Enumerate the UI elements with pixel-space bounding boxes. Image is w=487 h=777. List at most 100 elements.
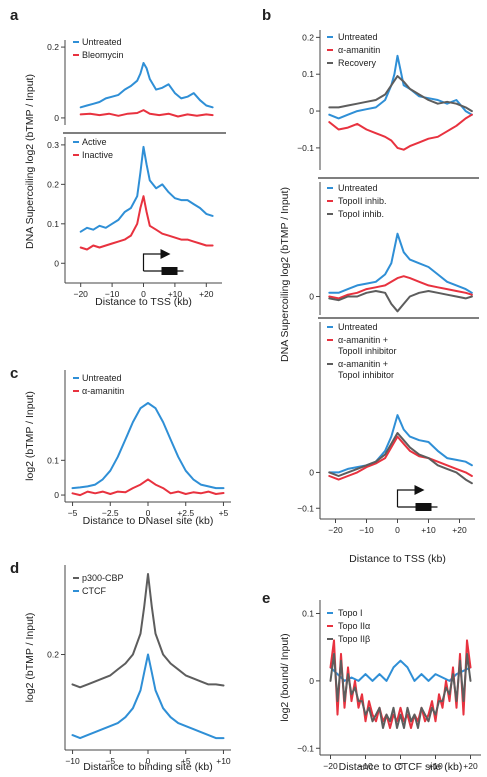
series-line-b-1-0 [328, 232, 473, 294]
x-tick-label-d-0: −10 [65, 756, 80, 766]
x-axis-label-d: Distance to binding site (kb) [83, 761, 213, 773]
legend-label-line-b-2-1: TopoI inhibitor [338, 370, 394, 380]
series-line-a-1-1 [79, 195, 214, 251]
legend-label-b-1-2: TopoI inhib. [338, 209, 384, 219]
y-tick-label-e-0-0: −0.1 [297, 743, 314, 753]
x-tick-label-a-3: +10 [168, 289, 183, 299]
legend-label-line-b-1-1: TopoII inhibitor [338, 346, 397, 356]
tss-arrowhead-icon-b [414, 485, 425, 495]
x-tick-label-e-4: +20 [463, 761, 478, 771]
legend-label-c-0-1: α-amanitin [82, 386, 124, 396]
y-tick-label-b-2-1: 0 [309, 467, 314, 477]
x-tick-label-d-4: +10 [216, 756, 231, 766]
gene-box-b [415, 503, 432, 511]
x-tick-label-e-3: +10 [428, 761, 443, 771]
panel-letter-a: a [10, 7, 19, 24]
legend-label-e-0-2: Topo IIβ [338, 634, 370, 644]
x-axis-label-b: Distance to TSS (kb) [349, 553, 446, 565]
legend-label-d-0-0: p300-CBP [82, 573, 124, 583]
legend-label-e-0-0: Topo I [338, 608, 363, 618]
x-tick-label-c-4: +5 [219, 508, 229, 518]
y-tick-label-a-1-1: 0.1 [47, 219, 59, 229]
legend-label-b-1-0: Untreated [338, 183, 378, 193]
x-tick-label-a-1: −10 [105, 289, 120, 299]
legend-label-b-1-1: TopoII inhib. [338, 196, 387, 206]
legend-label-c-0-0: Untreated [82, 373, 122, 383]
series-line-b-0-2 [328, 75, 473, 113]
series-line-b-2-2 [328, 432, 473, 485]
series-line-a-0-1 [79, 109, 214, 118]
y-tick-label-b-2-0: −0.1 [297, 503, 314, 513]
x-tick-label-c-3: +2.5 [177, 508, 194, 518]
x-tick-label-e-1: −10 [358, 761, 373, 771]
y-axis-label-c: log2 (bTMP / Input) [24, 391, 36, 481]
y-tick-label-a-1-3: 0.3 [47, 140, 59, 150]
series-line-c-0-1 [71, 478, 225, 497]
series-line-b-1-2 [328, 290, 473, 313]
x-tick-label-b-3: +10 [421, 525, 436, 535]
y-axis-label-d: log2 (bTMP / Input) [24, 613, 36, 703]
y-tick-label-c-0-0: 0 [54, 490, 59, 500]
legend-label-b-0-2: Recovery [338, 58, 377, 68]
series-line-d-0-0 [71, 573, 225, 689]
legend-label-b-0-0: Untreated [338, 32, 378, 42]
series-line-a-1-0 [79, 145, 214, 233]
x-axis-label-e: Distance to CTCF site (kb) [339, 761, 463, 773]
x-tick-label-a-2: 0 [141, 289, 146, 299]
series-line-d-0-1 [71, 653, 225, 740]
y-tick-label-a-1-0: 0 [54, 258, 59, 268]
panel-letter-d: d [10, 560, 19, 577]
y-tick-label-b-0-1: 0 [309, 106, 314, 116]
y-tick-label-c-0-1: 0.1 [47, 455, 59, 465]
y-tick-label-e-0-1: 0 [309, 676, 314, 686]
tss-arrow-a [142, 253, 164, 271]
series-line-b-1-1 [328, 275, 473, 300]
series-line-b-0-1 [328, 113, 473, 151]
y-tick-label-d-0-0: 0.2 [47, 650, 59, 660]
x-tick-label-c-1: −2.5 [102, 508, 119, 518]
legend-label-a-1-1: Inactive [82, 150, 113, 160]
panel-letter-b: b [262, 7, 271, 24]
legend-label-line-b-1-0: α-amanitin + [338, 335, 388, 345]
legend-label-b-0-1: α-amanitin [338, 45, 380, 55]
y-tick-label-a-0-1: 0.2 [47, 42, 59, 52]
y-axis-label-a: DNA Supercoiling log2 (bTMP / Input) [24, 74, 36, 249]
x-tick-label-a-4: +20 [199, 289, 214, 299]
x-tick-label-d-1: −5 [105, 756, 115, 766]
x-tick-label-b-1: −10 [359, 525, 374, 535]
x-tick-label-c-0: −5 [68, 508, 78, 518]
panel-letter-e: e [262, 590, 270, 607]
x-axis-label-a: Distance to TSS (kb) [95, 296, 192, 308]
x-tick-label-e-2: 0 [398, 761, 403, 771]
x-axis-label-c: Distance to DNaseI site (kb) [83, 515, 214, 527]
y-tick-label-e-0-2: 0.1 [302, 608, 314, 618]
x-tick-label-a-0: −20 [73, 289, 88, 299]
legend-label-b-2-0: Untreated [338, 322, 378, 332]
tss-arrowhead-icon-a [160, 249, 171, 259]
legend-label-d-0-1: CTCF [82, 586, 106, 596]
x-tick-label-b-2: 0 [395, 525, 400, 535]
y-tick-label-a-1-2: 0.2 [47, 179, 59, 189]
legend-label-a-0-0: Untreated [82, 37, 122, 47]
x-tick-label-e-0: −20 [323, 761, 338, 771]
series-line-e-0-2 [329, 652, 472, 729]
tss-arrow-b [396, 489, 418, 507]
legend-label-a-0-1: Bleomycin [82, 50, 124, 60]
series-line-a-0-0 [79, 62, 214, 109]
x-tick-label-d-3: +5 [181, 756, 191, 766]
x-tick-label-b-4: +20 [452, 525, 467, 535]
legend-label-b-2-1: α-amanitin + TopoII inhibitor [338, 335, 397, 356]
y-tick-label-b-0-0: −0.1 [297, 143, 314, 153]
legend-label-b-2-2: α-amanitin + TopoI inhibitor [338, 359, 394, 380]
x-tick-label-d-2: 0 [146, 756, 151, 766]
y-tick-label-b-0-2: 0.1 [302, 69, 314, 79]
series-line-b-2-1 [328, 435, 473, 481]
series-line-e-0-1 [329, 639, 472, 729]
x-tick-label-c-2: 0 [146, 508, 151, 518]
y-tick-label-a-0-0: 0 [54, 113, 59, 123]
y-tick-label-b-0-3: 0.2 [302, 32, 314, 42]
y-axis-label-b: DNA Supercoiling log2 (bTMP / Input) [279, 187, 291, 362]
series-line-c-0-0 [71, 402, 225, 490]
legend-label-e-0-1: Topo IIα [338, 621, 370, 631]
